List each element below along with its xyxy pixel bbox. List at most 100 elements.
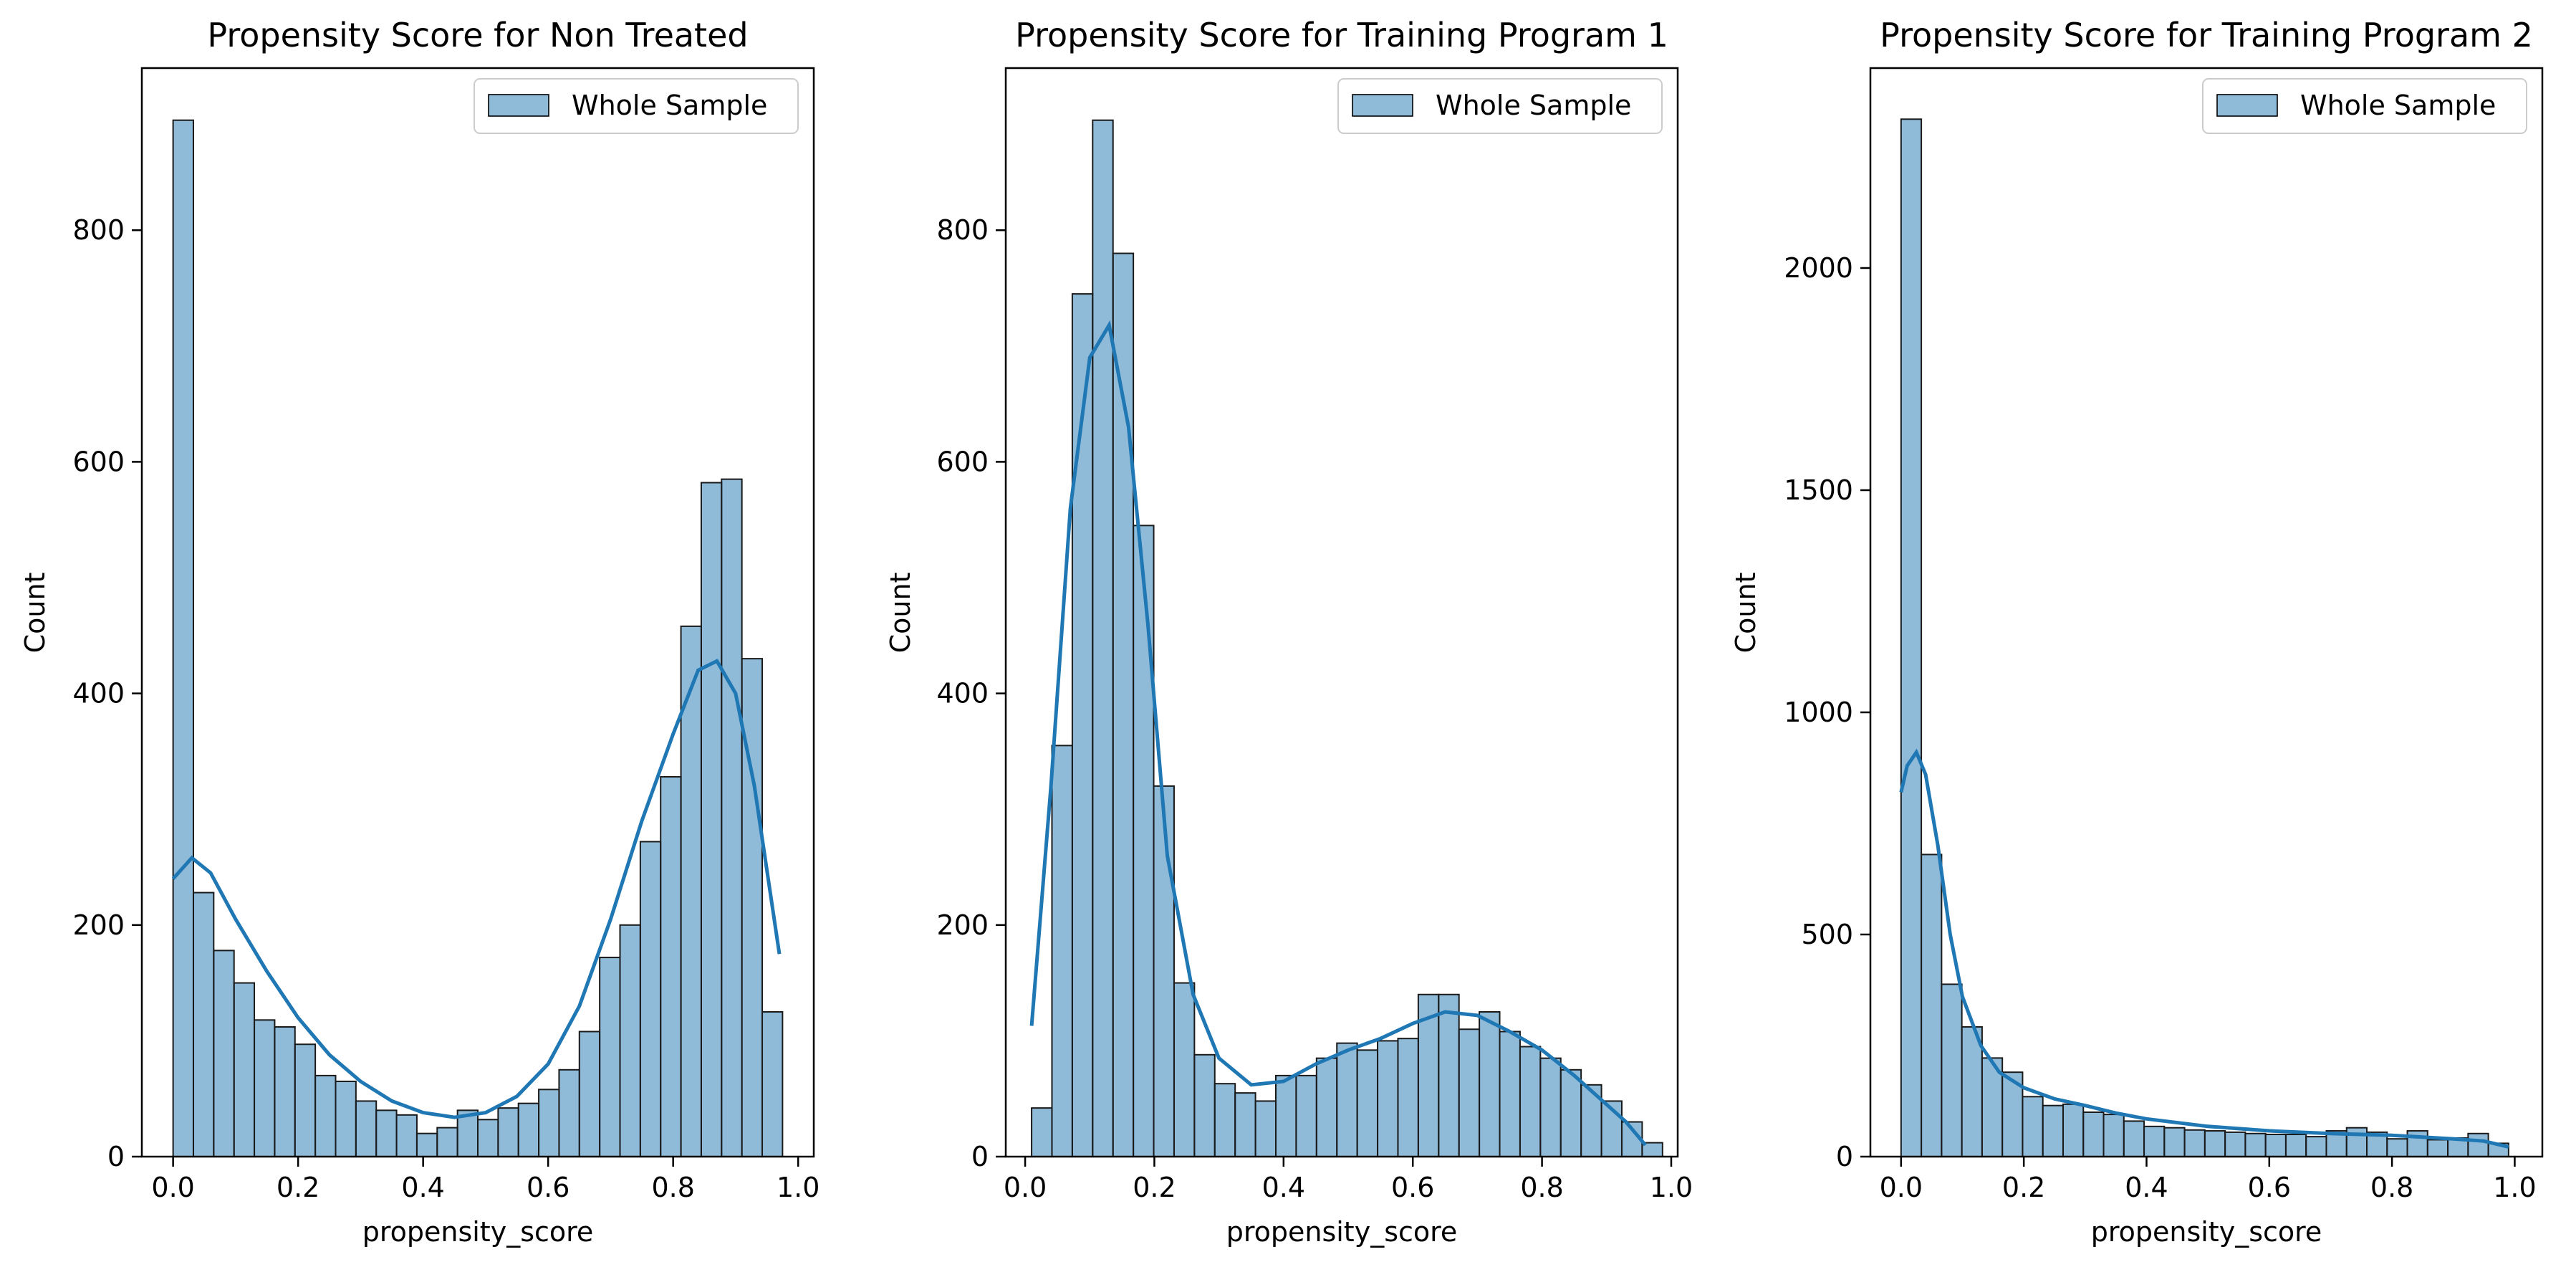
histogram-bar [1438, 993, 1460, 1158]
histogram-bar [2183, 1129, 2206, 1158]
x-tick-label: 1.0 [777, 1172, 820, 1203]
histogram-bar [2224, 1131, 2246, 1158]
x-tick-label: 0.4 [2125, 1172, 2168, 1203]
histogram-bar [1092, 119, 1114, 1157]
kde-curve [171, 659, 782, 1119]
y-tick-label: 2000 [1784, 252, 1853, 284]
histogram-bar [2264, 1134, 2287, 1157]
x-axis-label: propensity_score [1226, 1216, 1458, 1248]
y-axis-ticks: 0 500 1000 1500 2000 [1784, 252, 1870, 1172]
subplot-training-program-2: Propensity Score for Training Program 2 … [1730, 16, 2544, 1248]
histogram-bar [578, 1031, 601, 1157]
histogram-bar [1377, 1040, 1399, 1158]
histogram-bar [2426, 1139, 2449, 1157]
x-axis-ticks: 0.0 0.2 0.4 0.6 0.8 1.0 [151, 1157, 820, 1203]
histogram-bar [2386, 1138, 2408, 1157]
histogram-bar [2467, 1132, 2489, 1158]
histogram-bar [1336, 1042, 1358, 1158]
histogram-bars [172, 119, 784, 1158]
histogram-bar [2345, 1127, 2368, 1157]
subplot-title: Propensity Score for Training Program 2 [1880, 16, 2533, 54]
legend-label: Whole Sample [572, 90, 767, 121]
histogram-bar [415, 1132, 438, 1158]
histogram-bar [2203, 1130, 2226, 1158]
y-axis-label: Count [1730, 573, 1762, 654]
histogram-bar [294, 1043, 317, 1157]
histogram-bar [1275, 1074, 1297, 1157]
histogram-bar [1173, 982, 1196, 1157]
histogram-bar [1397, 1038, 1419, 1158]
histogram-bar [233, 982, 256, 1157]
histogram-bar [1559, 1068, 1582, 1158]
histogram-bar [660, 775, 682, 1157]
histogram-bars [1031, 119, 1663, 1158]
histogram-bar [721, 478, 743, 1157]
x-tick-label: 0.0 [1880, 1172, 1923, 1203]
legend: Whole Sample [2202, 78, 2527, 134]
legend-label: Whole Sample [1436, 90, 1631, 121]
legend: Whole Sample [1337, 78, 1663, 134]
x-tick-label: 0.6 [2248, 1172, 2291, 1203]
histogram-bar [2284, 1134, 2307, 1157]
histogram-bar [1458, 1028, 1481, 1157]
y-tick-label: 0 [971, 1141, 989, 1172]
x-axis-ticks: 0.0 0.2 0.4 0.6 0.8 1.0 [1004, 1157, 1693, 1203]
x-tick-label: 0.8 [651, 1172, 694, 1203]
axes-frame [140, 67, 815, 1158]
histogram-bar [2163, 1127, 2186, 1157]
legend: Whole Sample [474, 78, 799, 134]
x-tick-label: 0.2 [1133, 1172, 1176, 1203]
y-axis-ticks: 0 200 400 600 800 [72, 214, 142, 1172]
y-tick-label: 800 [72, 214, 125, 246]
x-tick-label: 0.4 [401, 1172, 444, 1203]
legend-label: Whole Sample [2300, 90, 2496, 121]
histogram-bar [761, 1011, 784, 1158]
histogram-bar [2062, 1103, 2085, 1157]
histogram-bar [1133, 525, 1155, 1157]
histogram-bar [375, 1109, 398, 1157]
histogram-bar [700, 482, 723, 1157]
y-tick-label: 0 [107, 1141, 125, 1172]
y-tick-label: 0 [1836, 1141, 1853, 1172]
x-tick-label: 0.0 [1004, 1172, 1047, 1203]
histogram-bar [538, 1089, 560, 1157]
x-tick-label: 0.2 [277, 1172, 319, 1203]
histogram-bar [1234, 1092, 1256, 1157]
subplot-non-treated: Propensity Score for Non Treated 0.0 0.2 0… [19, 16, 820, 1248]
histogram-bar [1315, 1057, 1338, 1158]
y-tick-label: 800 [936, 214, 989, 246]
histogram-bar [497, 1107, 519, 1157]
histogram-bar [1295, 1074, 1317, 1157]
histogram-bar [1193, 1053, 1216, 1158]
y-tick-label: 200 [72, 909, 125, 941]
histogram-bar [192, 891, 215, 1157]
histogram-bar [436, 1127, 458, 1158]
x-tick-label: 0.8 [1520, 1172, 1563, 1203]
histogram-bar [1499, 1031, 1521, 1157]
x-axis-label: propensity_score [362, 1216, 594, 1248]
histogram-bar [274, 1026, 296, 1158]
histogram-bar [172, 119, 194, 1157]
histogram-bar [477, 1119, 499, 1157]
histogram-bar [314, 1074, 337, 1157]
x-tick-label: 0.8 [2370, 1172, 2413, 1203]
subplot-title: Propensity Score for Training Program 1 [1015, 16, 1668, 54]
histogram-bar [619, 924, 641, 1157]
x-tick-label: 0.6 [527, 1172, 569, 1203]
subplot-training-program-1: Propensity Score for Training Program 1 … [885, 16, 1693, 1248]
legend-swatch [2216, 94, 2278, 117]
histogram-bar [1900, 118, 1923, 1157]
histogram-bar [1254, 1100, 1277, 1158]
histogram-bar [558, 1068, 580, 1158]
y-axis-label: Count [19, 573, 51, 654]
x-tick-label: 0.6 [1391, 1172, 1434, 1203]
histogram-bar [213, 950, 235, 1158]
histogram-bar [2305, 1136, 2327, 1157]
histogram-bar [517, 1102, 540, 1158]
axes-frame [1004, 67, 1679, 1158]
histogram-bar [2143, 1125, 2166, 1157]
y-tick-label: 600 [936, 446, 989, 477]
histogram-bar [1941, 983, 1963, 1157]
legend-box [474, 78, 799, 134]
